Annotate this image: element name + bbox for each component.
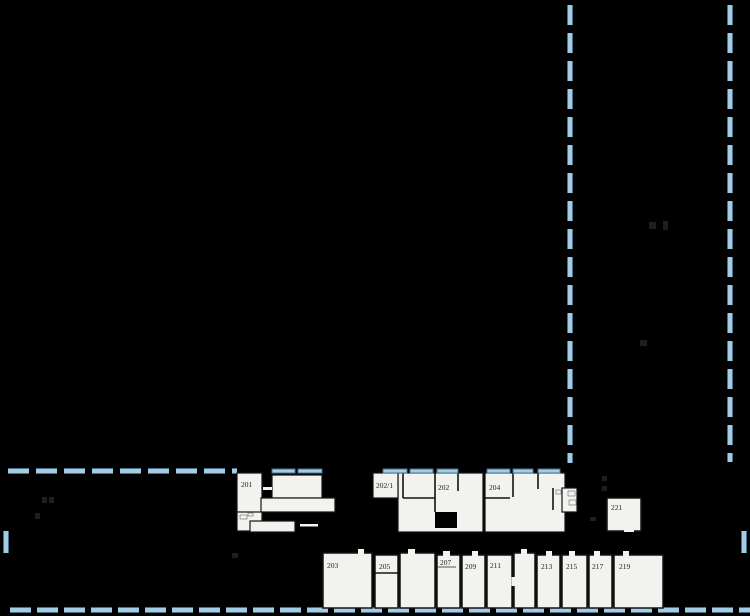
room-label-219: 219 [619,562,631,571]
faint-annotations [35,221,668,558]
room-label-204: 204 [489,483,501,492]
bottom-room-row: 203 205 207 209 211 213 215 217 219 [322,549,664,609]
faint-mark [602,476,607,481]
tiny-annotation-box [239,514,248,520]
room-label-221: 221 [611,503,623,512]
window-sill [537,468,561,474]
boundary-dashed-lines [3,5,750,613]
room-219 [613,554,664,609]
door-mark [624,529,634,532]
room-label-207: 207 [440,558,452,567]
room-221 [606,497,642,532]
courtyard-notch [435,512,457,528]
room-label-202: 202 [438,483,450,492]
room-unlabeled-a [399,552,436,609]
room-label-211: 211 [490,561,501,570]
door-mark [300,524,318,527]
door-notch [623,551,629,556]
door-notch [546,551,552,556]
building-202: 202/1 202 [372,468,484,533]
door-notch [521,549,527,554]
room-label-205: 205 [379,562,391,571]
faint-mark [649,222,656,229]
window-sill [297,468,323,474]
faint-mark [232,553,238,558]
room-unlabeled-b [513,552,536,609]
room-label-201: 201 [241,480,253,489]
building-201: 201 [236,468,336,533]
door-notch [358,549,364,554]
window-sill [271,468,296,474]
room-201-middle-band [260,497,336,513]
room-215 [561,554,588,609]
room-label-213: 213 [541,562,553,571]
room-217 [588,554,613,609]
room-label-217: 217 [592,562,604,571]
faint-mark [663,221,668,230]
door-mark [263,487,272,490]
window-sill [512,468,534,474]
room-203 [322,552,373,609]
room-201-east-wing [271,474,323,499]
faint-mark [602,486,607,491]
door-notch [443,551,450,556]
door-gap [511,577,516,586]
faint-mark [42,497,47,503]
window-sill [486,468,511,474]
room-label-203: 203 [327,561,339,570]
room-label-202-1: 202/1 [376,481,393,490]
window-sill [382,468,408,474]
room-label-215: 215 [566,562,578,571]
room-204-main [484,472,566,533]
building-221: 221 [606,497,642,532]
door-notch [594,551,600,556]
tiny-annotation-box [247,512,254,517]
door-notch [472,551,478,556]
faint-mark [35,513,40,519]
window-sill [436,468,459,474]
door-notch [408,549,415,554]
tiny-annotation-box [567,490,576,497]
room-label-209: 209 [465,562,477,571]
faint-mark [640,340,647,346]
room-201-lower-strip [249,520,296,533]
door-notch [569,551,575,556]
faint-mark [49,497,54,503]
tiny-annotation-box [568,499,577,506]
window-sill [409,468,434,474]
room-201-main [236,472,263,514]
tiny-annotation-box [555,489,562,495]
faint-mark [590,517,596,521]
room-205 [374,554,399,609]
building-204: 204 [484,468,578,533]
